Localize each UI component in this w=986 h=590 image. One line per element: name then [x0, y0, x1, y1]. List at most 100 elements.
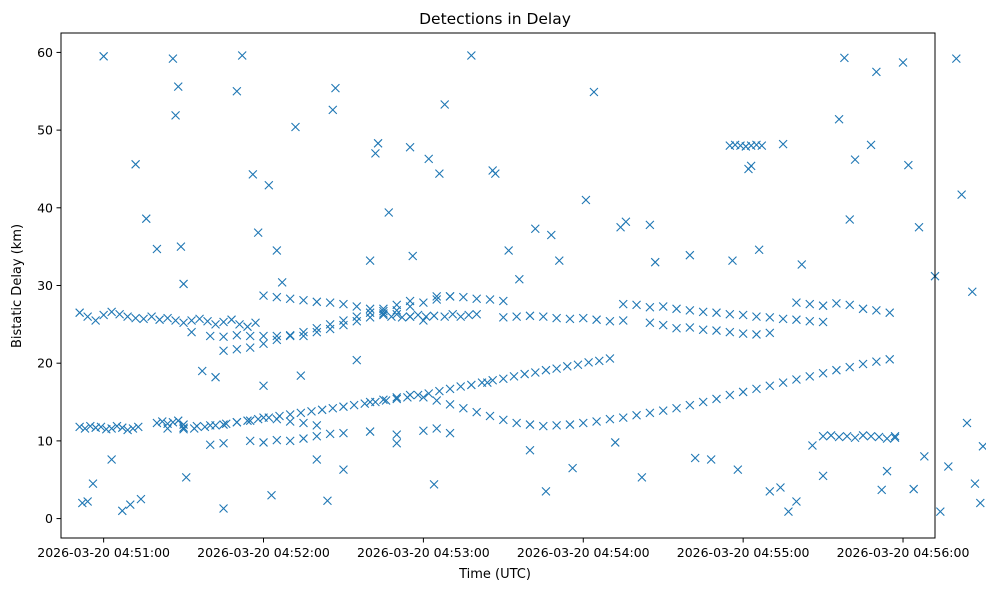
data-point — [299, 327, 308, 337]
data-point — [168, 54, 178, 64]
data-point — [685, 250, 695, 260]
data-point — [328, 105, 338, 115]
data-point — [890, 431, 900, 441]
data-point — [514, 274, 524, 284]
data-point — [339, 465, 348, 475]
y-axis-title: Bistatic Delay (km) — [10, 224, 25, 348]
data-point — [179, 318, 188, 328]
data-point — [554, 256, 564, 266]
data-point — [472, 309, 482, 319]
data-point — [299, 418, 308, 428]
data-point — [530, 368, 540, 377]
data-point — [541, 486, 551, 496]
data-point — [552, 420, 562, 430]
data-point — [592, 417, 601, 426]
data-point — [408, 251, 418, 261]
data-point — [243, 322, 252, 332]
data-point — [419, 426, 428, 436]
data-point — [498, 374, 508, 384]
data-point — [509, 372, 519, 381]
data-point — [219, 317, 228, 327]
data-point — [618, 299, 628, 309]
data-point — [584, 358, 593, 367]
data-point — [871, 305, 881, 315]
data-point — [690, 453, 700, 463]
data-point — [581, 195, 591, 205]
data-point — [77, 498, 87, 508]
data-point — [360, 399, 370, 408]
data-point — [432, 291, 442, 301]
data-point — [805, 372, 815, 381]
x-tick-label: 2026-03-20 04:54:00 — [517, 545, 650, 560]
data-point — [845, 215, 855, 224]
x-tick-label: 2026-03-20 04:53:00 — [357, 545, 490, 560]
data-point — [173, 82, 183, 91]
x-tick-label: 2026-03-20 04:52:00 — [197, 545, 330, 560]
data-point — [903, 160, 913, 170]
chart-title: Detections in Delay — [419, 10, 571, 28]
data-point — [434, 386, 444, 396]
data-point — [466, 380, 476, 390]
data-point — [466, 51, 476, 60]
y-axis: 0 10 20 30 40 50 60 — [37, 45, 61, 526]
data-point — [805, 299, 815, 309]
data-point — [490, 169, 500, 179]
data-point — [589, 87, 599, 97]
data-point — [712, 394, 721, 404]
data-point — [163, 313, 172, 323]
data-point — [373, 138, 383, 148]
data-point — [885, 354, 895, 364]
data-point — [365, 427, 375, 436]
data-point — [392, 394, 402, 404]
data-point — [312, 455, 322, 464]
data-point — [440, 100, 450, 109]
data-point — [752, 312, 761, 321]
data-point — [792, 315, 801, 325]
data-point — [525, 311, 535, 321]
data-point — [203, 316, 212, 326]
data-point — [754, 245, 764, 255]
data-point — [272, 414, 282, 424]
data-point — [778, 378, 788, 388]
data-point — [157, 417, 167, 426]
data-point — [784, 507, 793, 516]
data-point — [919, 452, 929, 461]
data-point — [898, 58, 908, 67]
data-point — [943, 462, 953, 471]
data-point — [565, 314, 575, 324]
data-point — [75, 308, 85, 318]
data-point — [765, 486, 775, 496]
data-point — [882, 466, 892, 476]
data-point — [272, 335, 282, 345]
data-point — [752, 330, 761, 339]
data-point — [227, 315, 236, 325]
data-point — [970, 479, 980, 489]
data-point — [975, 498, 985, 508]
data-point — [219, 346, 228, 356]
data-point — [541, 365, 551, 375]
data-point — [424, 154, 434, 164]
data-point — [272, 331, 282, 341]
data-point — [520, 369, 530, 379]
data-point — [826, 431, 836, 440]
data-point — [75, 422, 85, 432]
data-point — [440, 312, 450, 321]
data-point — [858, 359, 868, 369]
data-point — [168, 417, 178, 427]
data-point — [757, 141, 767, 151]
data-point — [485, 411, 495, 421]
x-tick-label: 2026-03-20 04:51:00 — [37, 545, 170, 560]
data-point — [80, 424, 90, 433]
x-axis-title: Time (UTC) — [458, 567, 531, 582]
data-point — [307, 406, 316, 416]
data-point — [405, 390, 415, 400]
data-point — [205, 331, 215, 341]
data-point — [352, 302, 362, 311]
data-point — [205, 440, 215, 450]
data-point — [565, 420, 575, 429]
data-point — [645, 220, 655, 230]
data-point — [299, 295, 308, 305]
data-point — [245, 331, 255, 341]
data-point — [568, 463, 577, 473]
